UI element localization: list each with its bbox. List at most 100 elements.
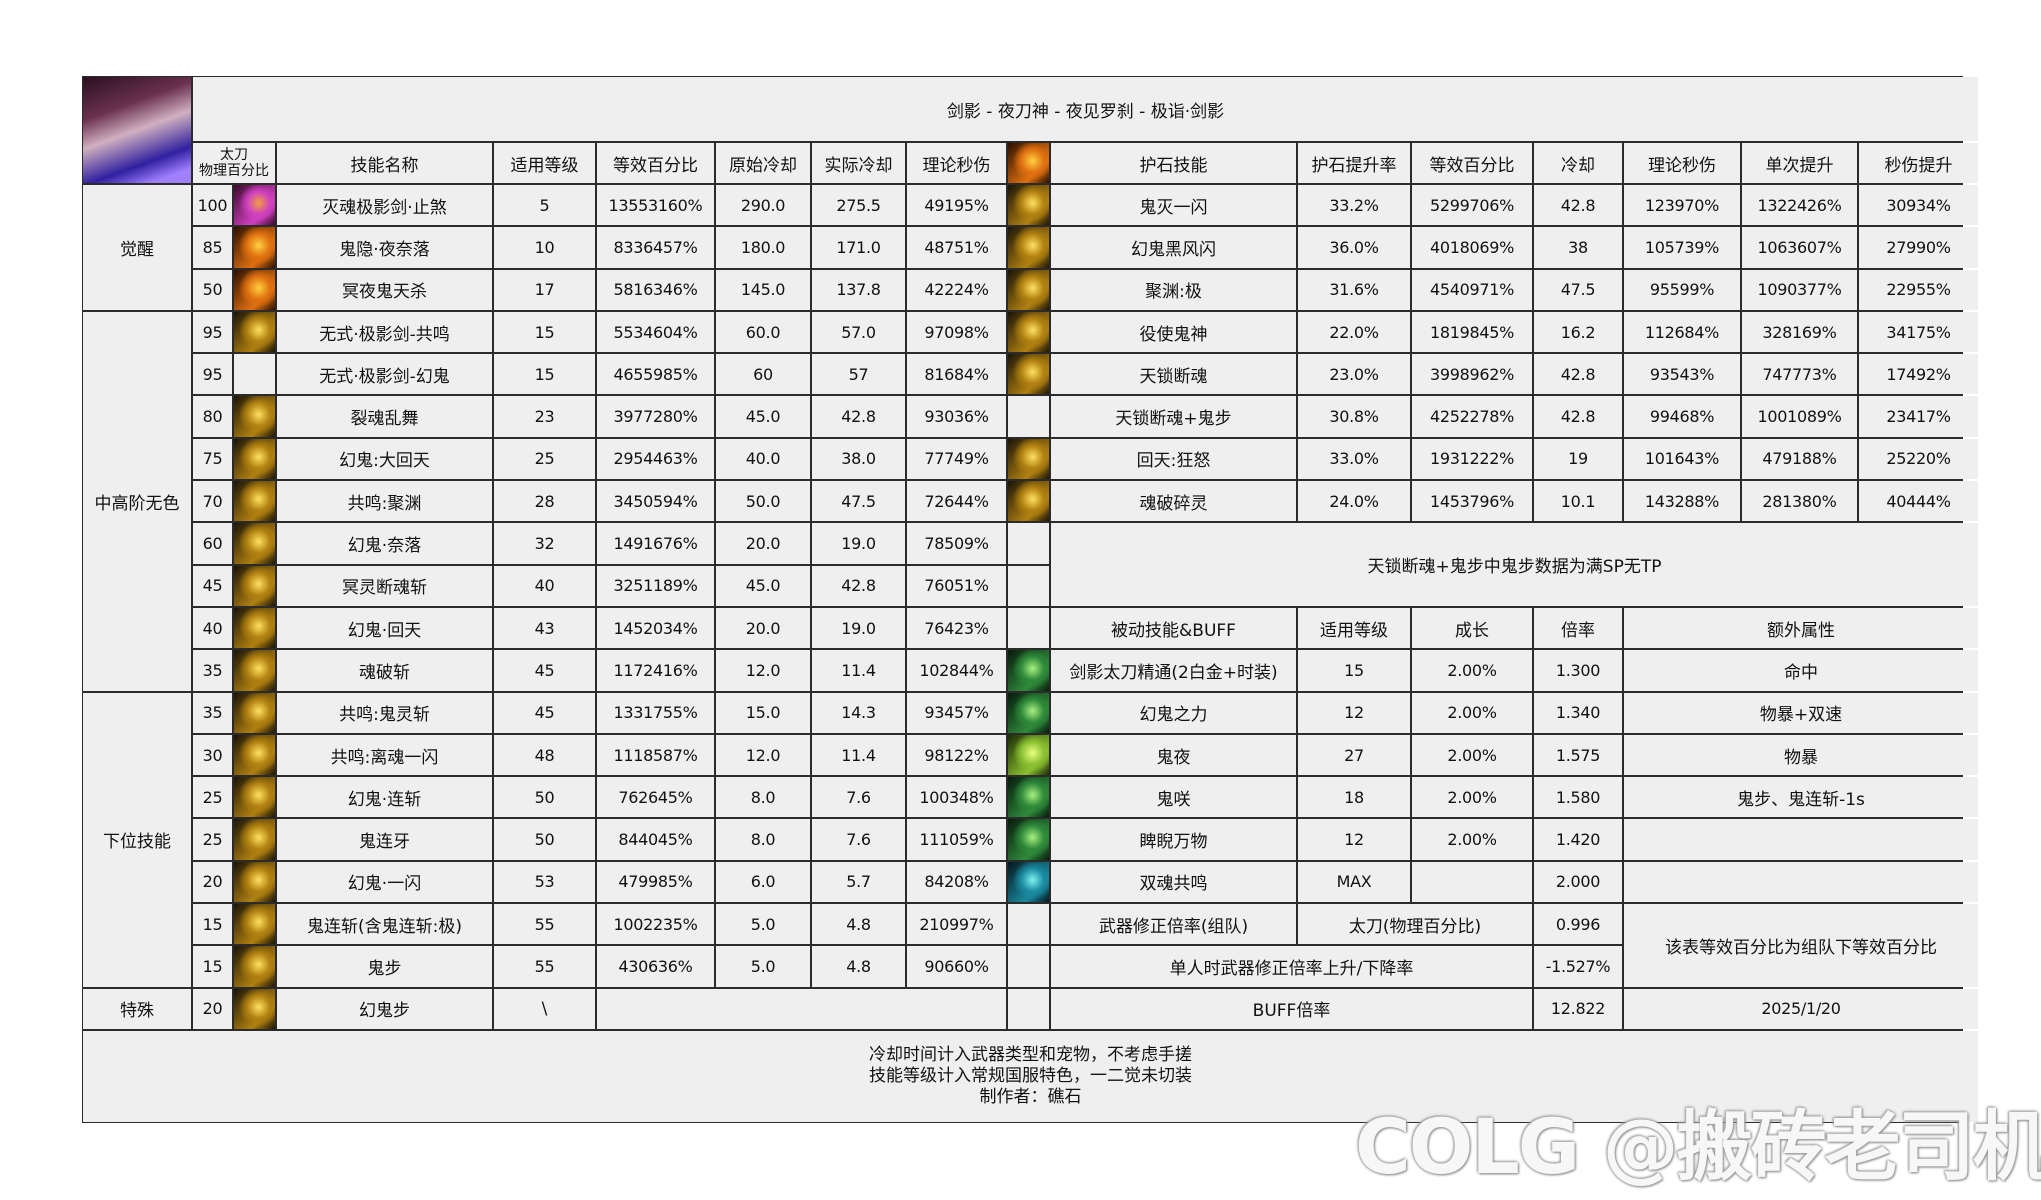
amulet-icon bbox=[1008, 438, 1049, 480]
amulet-dps: 112684% bbox=[1624, 311, 1740, 353]
column-header: 等效百分比 bbox=[1412, 143, 1532, 183]
skill-dps: 76051% bbox=[907, 565, 1006, 606]
skill-level: 20 bbox=[193, 988, 232, 1029]
empty-cell bbox=[1008, 396, 1049, 437]
amulet-pct: 1453796% bbox=[1412, 481, 1532, 522]
skill-cd: 5.0 bbox=[716, 946, 810, 987]
skill-req: 55 bbox=[494, 904, 595, 945]
skill-dps: 97098% bbox=[907, 311, 1006, 353]
amulet-name: 幻鬼黑风闪 bbox=[1051, 227, 1296, 268]
amulet-icon bbox=[1008, 481, 1049, 522]
amulet-gain: 27990% bbox=[1859, 227, 1978, 268]
skill-pct: 3977280% bbox=[597, 396, 714, 437]
passive-req: MAX bbox=[1298, 861, 1410, 903]
passive-icon bbox=[1008, 861, 1049, 903]
amulet-icon bbox=[1008, 438, 1049, 480]
skill-pct: 1331755% bbox=[597, 692, 714, 733]
skill-cd: 20.0 bbox=[716, 607, 810, 649]
skill-pct: 2954463% bbox=[597, 438, 714, 480]
amulet-dps: 99468% bbox=[1624, 396, 1740, 437]
weapon-type: 太刀(物理百分比) bbox=[1298, 904, 1532, 945]
skill-dps: 100348% bbox=[907, 777, 1006, 818]
passive-extra: 物暴+双速 bbox=[1624, 692, 1978, 733]
skill-pct: 430636% bbox=[597, 946, 714, 987]
skill-req: \ bbox=[494, 988, 595, 1029]
skill-level: 85 bbox=[193, 227, 232, 268]
passive-icon bbox=[1008, 819, 1049, 860]
skill-icon bbox=[234, 396, 275, 437]
footer-notes: 冷却时间计入武器类型和宠物，不考虑手搓 技能等级计入常规国服特色，一二觉未切装 制作… bbox=[83, 1030, 1978, 1122]
column-header: 额外属性 bbox=[1624, 607, 1978, 649]
amulet-name: 天锁断魂+鬼步 bbox=[1051, 396, 1296, 437]
skill-level: 80 bbox=[193, 396, 232, 437]
skill-dps: 48751% bbox=[907, 227, 1006, 268]
skill-cd: 8.0 bbox=[716, 819, 810, 860]
skill-icon bbox=[234, 819, 275, 860]
skill-req: 23 bbox=[494, 396, 595, 437]
column-header: 单次提升 bbox=[1742, 143, 1857, 183]
skill-dps: 90660% bbox=[907, 946, 1006, 987]
skill-cd: 15.0 bbox=[716, 692, 810, 733]
amulet-icon bbox=[1008, 185, 1049, 226]
amulet-name: 魂破碎灵 bbox=[1051, 481, 1296, 522]
skill-req: 40 bbox=[494, 565, 595, 606]
skill-icon bbox=[234, 692, 275, 733]
passive-icon bbox=[1008, 734, 1049, 776]
skill-icon bbox=[234, 946, 275, 987]
skill-icon bbox=[234, 523, 275, 564]
passive-icon bbox=[1008, 734, 1049, 776]
column-header: 被动技能&BUFF bbox=[1051, 607, 1296, 649]
skill-level: 70 bbox=[193, 481, 232, 522]
skill-icon bbox=[234, 523, 275, 564]
skill-acd: 47.5 bbox=[812, 481, 905, 522]
amulet-dps: 93543% bbox=[1624, 354, 1740, 395]
skill-pct: 8336457% bbox=[597, 227, 714, 268]
skill-cd: 290.0 bbox=[716, 185, 810, 226]
passive-mult: 1.300 bbox=[1534, 650, 1622, 691]
amulet-icon bbox=[1008, 269, 1049, 310]
skill-icon bbox=[234, 185, 275, 226]
amulet-icon bbox=[1008, 185, 1049, 226]
amulet-icon bbox=[1008, 481, 1049, 522]
column-header: 实际冷却 bbox=[812, 143, 905, 183]
passive-name: 双魂共鸣 bbox=[1051, 861, 1296, 903]
passive-req: 12 bbox=[1298, 819, 1410, 860]
skill-name: 冥灵断魂斩 bbox=[277, 565, 492, 606]
buff-label: BUFF倍率 bbox=[1051, 988, 1532, 1029]
column-header: 原始冷却 bbox=[716, 143, 810, 183]
skill-level: 95 bbox=[193, 311, 232, 353]
column-header: 护石技能 bbox=[1051, 143, 1296, 183]
amulet-header-icon bbox=[1008, 143, 1049, 183]
amulet-name: 回天:狂怒 bbox=[1051, 438, 1296, 480]
amulet-dps: 105739% bbox=[1624, 227, 1740, 268]
skill-cd: 45.0 bbox=[716, 565, 810, 606]
passive-req: 27 bbox=[1298, 734, 1410, 776]
passive-icon bbox=[1008, 650, 1049, 691]
skill-acd: 19.0 bbox=[812, 523, 905, 564]
skill-acd: 57.0 bbox=[812, 311, 905, 353]
passive-growth: 2.00% bbox=[1412, 777, 1532, 818]
skill-name: 幻鬼·奈落 bbox=[277, 523, 492, 564]
amulet-cd: 42.8 bbox=[1534, 354, 1622, 395]
amulet-rate: 31.6% bbox=[1298, 269, 1410, 310]
skill-level: 50 bbox=[193, 269, 232, 310]
skill-req: 55 bbox=[494, 946, 595, 987]
skill-icon bbox=[234, 269, 275, 310]
skill-level: 35 bbox=[193, 692, 232, 733]
skill-icon bbox=[234, 904, 275, 945]
amulet-single: 1090377% bbox=[1742, 269, 1857, 310]
skill-pct: 479985% bbox=[597, 861, 714, 903]
amulet-rate: 33.2% bbox=[1298, 185, 1410, 226]
skill-dps: 76423% bbox=[907, 607, 1006, 649]
skill-icon bbox=[234, 988, 275, 1029]
character-portrait bbox=[83, 77, 191, 183]
skill-icon bbox=[234, 565, 275, 606]
skill-level: 15 bbox=[193, 946, 232, 987]
passive-mult: 1.575 bbox=[1534, 734, 1622, 776]
skill-data-table: 剑影 - 夜刀神 - 夜见罗刹 - 极诣·剑影 太刀 物理百分比 技能名称 适用等级 等效… bbox=[82, 76, 1978, 1123]
skill-req: 50 bbox=[494, 819, 595, 860]
skill-acd: 57 bbox=[812, 354, 905, 395]
header-weapon_sub: 物理百分比 bbox=[199, 163, 269, 179]
skill-acd: 11.4 bbox=[812, 734, 905, 776]
skill-pct: 4655985% bbox=[597, 354, 714, 395]
